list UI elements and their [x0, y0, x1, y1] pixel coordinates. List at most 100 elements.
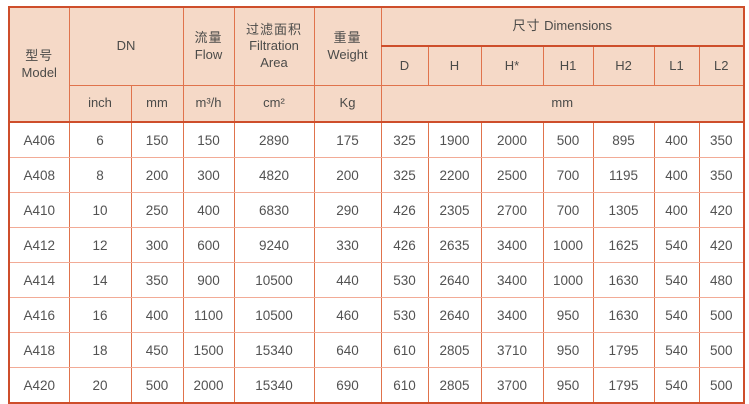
table-cell: 350: [698, 157, 745, 193]
table-cell: 1625: [592, 227, 655, 263]
table-cell: 2305: [427, 192, 482, 228]
cell-model: A412: [8, 227, 70, 263]
table-cell: 2500: [480, 157, 544, 193]
table-cell: 350: [130, 262, 184, 298]
table-cell: 420: [698, 192, 745, 228]
table-cell: 2000: [182, 367, 235, 404]
table-cell: 950: [542, 367, 594, 404]
table-cell: 500: [698, 297, 745, 333]
table-cell: 1630: [592, 297, 655, 333]
table-cell: 426: [380, 227, 429, 263]
header-dim-d: D: [380, 45, 429, 86]
table-cell: 290: [313, 192, 382, 228]
table-cell: 400: [653, 192, 700, 228]
table-cell: 450: [130, 332, 184, 368]
cell-model: A410: [8, 192, 70, 228]
header-area-en: Filtration Area: [249, 38, 299, 70]
table-cell: 610: [380, 332, 429, 368]
table-cell: 2200: [427, 157, 482, 193]
table-cell: 1305: [592, 192, 655, 228]
table-cell: 700: [542, 192, 594, 228]
table-cell: 1500: [182, 332, 235, 368]
table-cell: 3400: [480, 227, 544, 263]
table-cell: 9240: [233, 227, 315, 263]
table-row: A410 10 250 400 6830 290 426 2305 2700 7…: [8, 192, 745, 228]
header-dim-l1: L1: [653, 45, 700, 86]
table-cell: 2890: [233, 121, 315, 158]
header-filtration-area: 过滤面积 Filtration Area: [233, 6, 315, 86]
table-row: A416 16 400 1100 10500 460 530 2640 3400…: [8, 297, 745, 333]
table-cell: 440: [313, 262, 382, 298]
table-cell: 1195: [592, 157, 655, 193]
header-dim-l2: L2: [698, 45, 745, 86]
table-cell: 10500: [233, 297, 315, 333]
header-dim-unit: mm: [380, 85, 745, 123]
header-flow-cn: 流量: [194, 30, 223, 46]
table-cell: 6830: [233, 192, 315, 228]
header-dim-h2: H2: [592, 45, 655, 86]
table-cell: 540: [653, 297, 700, 333]
table-cell: 400: [182, 192, 235, 228]
table-cell: 3710: [480, 332, 544, 368]
header-dim-h1: H1: [542, 45, 594, 86]
table-cell: 175: [313, 121, 382, 158]
cell-model: A408: [8, 157, 70, 193]
header-dn-inch: inch: [68, 85, 132, 123]
header-weight-en: Weight: [327, 46, 368, 62]
table-cell: 18: [68, 332, 132, 368]
table-cell: 14: [68, 262, 132, 298]
header-row-3: inch mm m³/h cm² Kg mm: [9, 85, 745, 123]
table-cell: 16: [68, 297, 132, 333]
table-cell: 950: [542, 297, 594, 333]
header-row-2: D H H* H1 H2 L1 L2: [9, 45, 745, 86]
table-row: A414 14 350 900 10500 440 530 2640 3400 …: [8, 262, 745, 298]
cell-model: A420: [8, 367, 70, 404]
table-cell: 690: [313, 367, 382, 404]
table-cell: 540: [653, 262, 700, 298]
table-cell: 950: [542, 332, 594, 368]
table-cell: 250: [130, 192, 184, 228]
table-cell: 500: [698, 332, 745, 368]
header-model: 型号 Model: [8, 6, 70, 123]
cell-model: A406: [8, 121, 70, 158]
header-row-1: 型号 Model DN 流量 Flow 过滤面积 Filtration Area…: [8, 6, 745, 123]
table-cell: 480: [698, 262, 745, 298]
table-cell: 150: [182, 121, 235, 158]
table-cell: 1630: [592, 262, 655, 298]
table-cell: 610: [380, 367, 429, 404]
table-cell: 350: [698, 121, 745, 158]
table-cell: 330: [313, 227, 382, 263]
table-cell: 15340: [233, 332, 315, 368]
header-area-unit: cm²: [233, 85, 315, 123]
cell-model: A414: [8, 262, 70, 298]
header-weight-unit: Kg: [313, 85, 382, 123]
header-model-cn: 型号: [25, 48, 54, 64]
table-cell: 10: [68, 192, 132, 228]
header-dn: DN: [68, 6, 184, 86]
table-cell: 2635: [427, 227, 482, 263]
table-cell: 2805: [427, 332, 482, 368]
header-weight: 重量 Weight: [313, 6, 382, 86]
table-cell: 200: [313, 157, 382, 193]
header-dim-cn: 尺寸: [512, 18, 541, 34]
header-dim-h: H: [427, 45, 482, 86]
header-model-en: Model: [21, 64, 57, 80]
table-cell: 10500: [233, 262, 315, 298]
table-cell: 500: [542, 121, 594, 158]
table-cell: 1795: [592, 332, 655, 368]
table-cell: 640: [313, 332, 382, 368]
table-cell: 2000: [480, 121, 544, 158]
table-cell: 20: [68, 367, 132, 404]
table-cell: 900: [182, 262, 235, 298]
table-cell: 200: [130, 157, 184, 193]
header-dn-mm: mm: [130, 85, 184, 123]
table-cell: 2640: [427, 262, 482, 298]
table-cell: 3400: [480, 262, 544, 298]
table-cell: 12: [68, 227, 132, 263]
table-row: A406 6 150 150 2890 175 325 1900 2000 50…: [8, 121, 745, 158]
header-dim-hstar: H*: [480, 45, 544, 86]
table-cell: 400: [653, 121, 700, 158]
table-cell: 540: [653, 227, 700, 263]
table-cell: 8: [68, 157, 132, 193]
table-cell: 3400: [480, 297, 544, 333]
